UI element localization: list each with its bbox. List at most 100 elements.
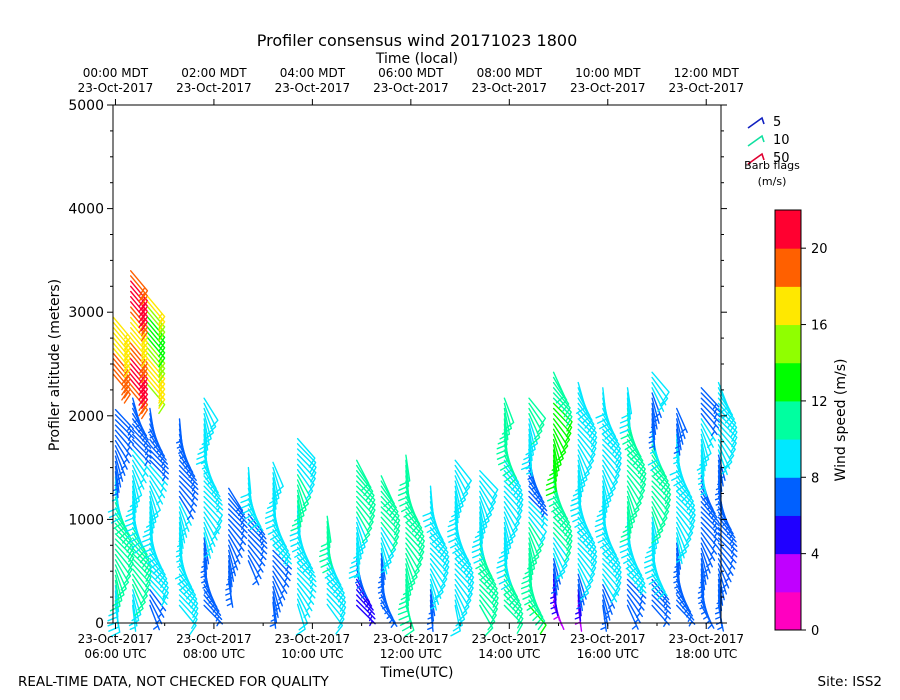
x-tick-date: 23-Oct-2017: [78, 632, 154, 646]
wind-barb: [130, 352, 149, 383]
wind-barb: [112, 316, 131, 347]
wind-barb: [422, 485, 434, 517]
wind-barb: [399, 454, 411, 486]
colorbar-tick-label: 4: [811, 548, 819, 563]
wind-barb: [717, 537, 738, 560]
wind-barb: [479, 578, 499, 608]
wind-barb: [130, 275, 149, 306]
wind-barb: [700, 521, 720, 544]
wind-barb: [651, 594, 672, 616]
wind-barb: [717, 444, 731, 470]
wind-barb: [552, 547, 566, 580]
wind-barb: [674, 423, 682, 451]
legend-entry-label: 5: [773, 115, 781, 130]
wind-barb: [112, 342, 131, 373]
wind-barb: [577, 537, 598, 567]
wind-barb: [626, 563, 646, 593]
wind-barb: [296, 448, 317, 478]
x-tick-time: 10:00 UTC: [281, 647, 343, 661]
wind-barb: [503, 480, 524, 510]
wind-barb: [131, 589, 142, 622]
wind-barb: [717, 563, 730, 589]
chart-title: Profiler consensus wind 20171023 1800: [257, 31, 578, 50]
x-tick-date: 23-Oct-2017: [373, 632, 449, 646]
wind-barb: [203, 485, 223, 508]
wind-barb: [149, 444, 168, 467]
x-tick-time: 16:00 UTC: [577, 647, 639, 661]
wind-barb: [112, 327, 131, 358]
wind-barb: [577, 527, 597, 557]
wind-barb: [602, 552, 622, 582]
wind-barb: [700, 423, 714, 448]
wind-barb: [454, 464, 471, 496]
wind-barb: [130, 327, 149, 358]
wind-barb: [132, 438, 152, 461]
wind-barb: [114, 450, 126, 476]
wind-barb: [429, 573, 442, 599]
wind-barb: [228, 513, 248, 536]
wind-barb: [503, 604, 524, 634]
legend-title: Barb flags: [744, 159, 800, 172]
wind-barb: [602, 589, 613, 615]
wind-barb: [676, 418, 684, 445]
wind-barb: [380, 501, 401, 531]
wind-barb: [147, 352, 166, 383]
wind-barb: [405, 527, 425, 556]
colorbar-label: Wind speed (m/s): [833, 359, 849, 482]
wind-barb: [577, 532, 598, 562]
wind-barb: [405, 521, 425, 551]
wind-barb: [528, 511, 547, 542]
wind-barb: [296, 479, 309, 512]
x-tick-date: 23-Oct-2017: [472, 632, 548, 646]
wind-barb: [178, 578, 198, 609]
wind-barb: [203, 527, 214, 553]
wind-barb: [552, 402, 573, 432]
wind-barb: [114, 455, 124, 482]
x-top-tick-time: 04:00 MDT: [280, 66, 346, 80]
colorbar-segment: [775, 515, 801, 555]
wind-barb: [228, 503, 248, 526]
wind-barb: [700, 547, 711, 574]
wind-barb: [651, 464, 670, 495]
wind-barb: [651, 599, 671, 622]
wind-barb: [575, 381, 586, 414]
wind-barb: [149, 454, 169, 476]
wind-barb: [651, 480, 671, 510]
wind-barb: [700, 397, 721, 420]
wind-barb: [356, 480, 376, 510]
wind-barb: [602, 470, 614, 502]
wind-barb: [178, 480, 199, 503]
wind-barb: [271, 466, 282, 499]
wind-barb: [503, 511, 516, 544]
wind-barb: [247, 539, 267, 562]
wind-barb: [528, 397, 547, 428]
wind-barb: [228, 529, 245, 553]
wind-barb: [203, 407, 214, 440]
wind-barb: [228, 498, 247, 521]
wind-barb: [651, 371, 670, 402]
wind-barb: [717, 532, 738, 554]
wind-barb: [380, 475, 393, 508]
wind-barb: [227, 555, 235, 582]
wind-barb: [577, 542, 598, 572]
wind-barb: [147, 337, 166, 368]
legend-barb-sample: [747, 134, 765, 147]
colorbar-tick-label: 8: [811, 471, 819, 486]
colorbar-segment: [775, 324, 801, 364]
wind-barb: [296, 577, 316, 601]
y-tick-label: 5000: [68, 98, 104, 114]
wind-barb: [147, 316, 166, 347]
wind-barb: [130, 337, 149, 368]
wind-barb: [149, 475, 166, 499]
footer-site: Site: ISS2: [818, 674, 882, 690]
wind-barb: [602, 444, 622, 474]
wind-barb: [147, 347, 166, 378]
colorbar-tick-label: 16: [811, 319, 828, 334]
wind-barb: [228, 539, 241, 565]
wind-barb: [147, 373, 166, 404]
x-tick-time: 08:00 UTC: [183, 647, 245, 661]
wind-barb: [203, 402, 217, 435]
wind-barb: [147, 378, 166, 409]
colorbar-tick-label: 12: [811, 395, 828, 410]
